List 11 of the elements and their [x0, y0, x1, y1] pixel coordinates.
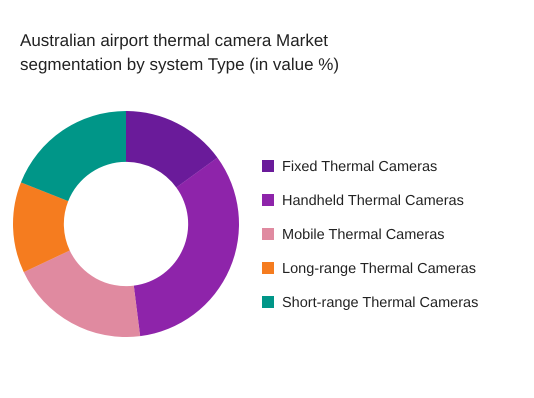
legend-label: Fixed Thermal Cameras	[282, 159, 438, 175]
donut-slice	[20, 111, 126, 202]
legend-label: Handheld Thermal Cameras	[282, 193, 464, 209]
donut-slice	[134, 158, 239, 336]
chart-title: Australian airport thermal camera Market segmentation by system Type (in value %)	[20, 31, 340, 74]
donut-slice	[24, 250, 140, 337]
legend-label: Short-range Thermal Cameras	[282, 295, 478, 311]
legend-label: Long-range Thermal Cameras	[282, 261, 476, 277]
donut-slice	[13, 182, 70, 272]
legend-label: Mobile Thermal Cameras	[282, 227, 445, 243]
donut-slice	[126, 111, 218, 188]
